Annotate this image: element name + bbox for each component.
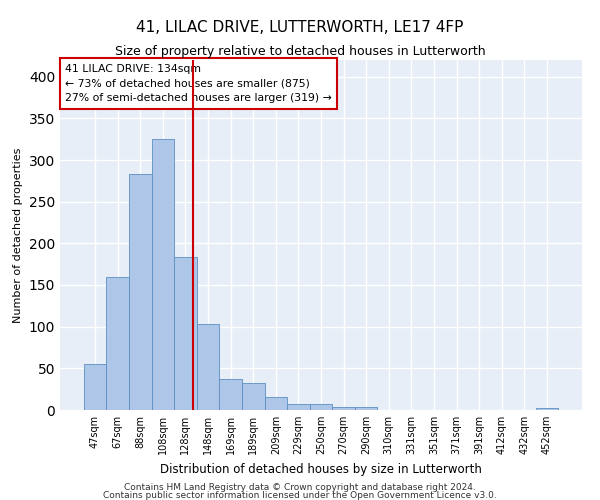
Bar — [265, 396, 287, 410]
Bar — [197, 324, 220, 410]
Bar — [174, 256, 197, 410]
Text: Contains HM Land Registry data © Crown copyright and database right 2024.: Contains HM Land Registry data © Crown c… — [124, 483, 476, 492]
Bar — [536, 408, 558, 410]
Text: 41, LILAC DRIVE, LUTTERWORTH, LE17 4FP: 41, LILAC DRIVE, LUTTERWORTH, LE17 4FP — [136, 20, 464, 35]
Y-axis label: Number of detached properties: Number of detached properties — [13, 148, 23, 322]
Bar — [332, 406, 355, 410]
Bar — [220, 379, 242, 410]
Bar — [242, 382, 265, 410]
Text: Contains public sector information licensed under the Open Government Licence v3: Contains public sector information licen… — [103, 490, 497, 500]
Text: 41 LILAC DRIVE: 134sqm
← 73% of detached houses are smaller (875)
27% of semi-de: 41 LILAC DRIVE: 134sqm ← 73% of detached… — [65, 64, 332, 103]
Bar — [152, 139, 174, 410]
Bar — [310, 404, 332, 410]
X-axis label: Distribution of detached houses by size in Lutterworth: Distribution of detached houses by size … — [160, 462, 482, 475]
Bar — [355, 406, 377, 410]
Bar — [129, 174, 152, 410]
Text: Size of property relative to detached houses in Lutterworth: Size of property relative to detached ho… — [115, 45, 485, 58]
Bar — [106, 276, 129, 410]
Bar — [287, 404, 310, 410]
Bar — [84, 364, 106, 410]
